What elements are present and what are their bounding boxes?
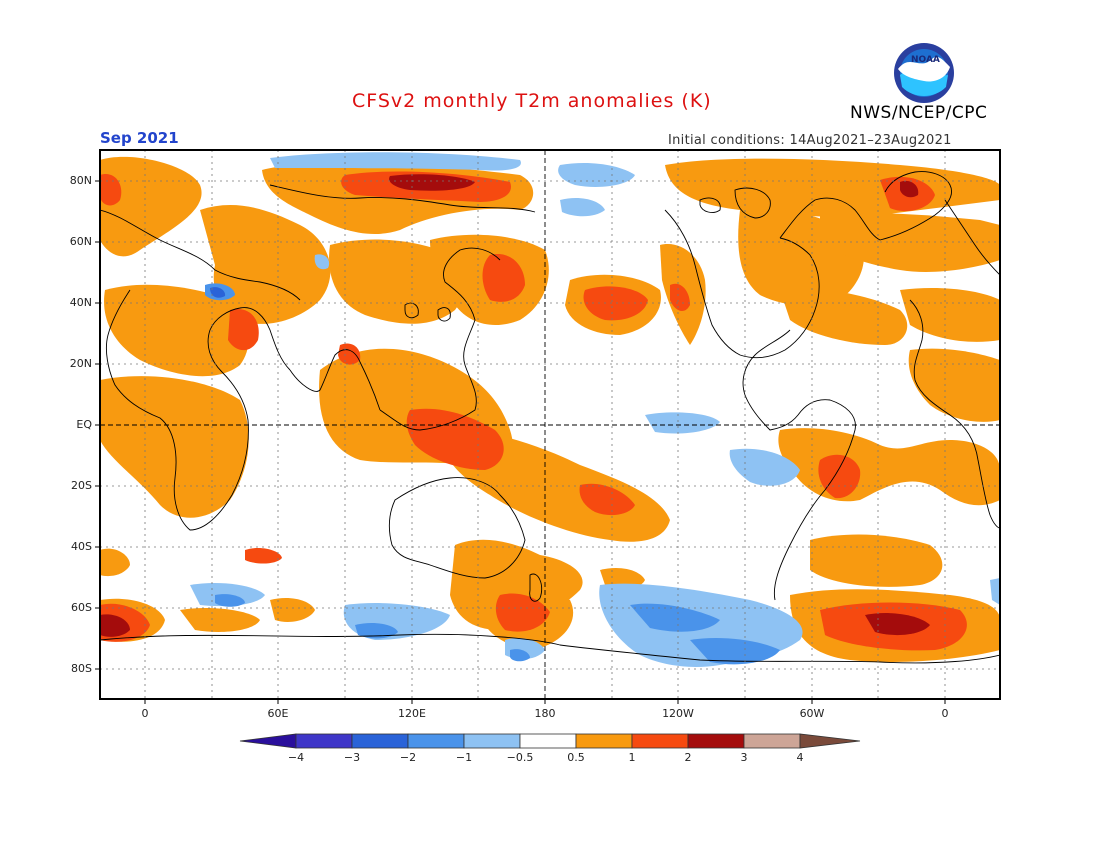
lon-label: 120W [662,707,694,720]
colorbar-tick-label: 2 [684,751,692,764]
equator-dateline [100,150,1000,699]
lon-label: 60E [267,707,289,720]
lat-lon-grid [100,150,1000,699]
colorbar-tick-label: 0.5 [567,751,585,764]
noaa-logo-text: NOAA [911,55,940,65]
colorbar-bin-05-1 [575,733,633,749]
lat-label: EQ [76,418,92,431]
lon-label: 0 [141,707,149,720]
colorbar-tick-label: −1 [455,751,473,764]
colorbar-bin-1-2 [631,733,689,749]
colorbar-bin-minus4-minus3 [295,733,353,749]
colorbar-tick-label: −0.5 [506,751,534,764]
initial-conditions: Initial conditions: 14Aug2021–23Aug2021 [668,133,952,148]
hot-anomaly-regions [100,174,930,637]
colorbar-tick-label: 1 [628,751,636,764]
forecast-month: Sep 2021 [100,129,179,147]
cold-anomaly-regions [210,287,226,298]
noaa-logo [894,43,954,103]
colorbar-bin-above-4 [799,733,861,749]
lat-label: 60N [69,235,92,248]
colorbar-bin-minus3-minus2 [351,733,409,749]
colorbar-bin-minus1-minus05 [463,733,521,749]
lat-label: 80N [69,174,92,187]
warm-anomaly-regions [100,156,1000,662]
lon-label: 120E [398,707,426,720]
colorbar-bin-2-3 [687,733,745,749]
lat-label: 40S [71,540,92,553]
lat-label: 20S [71,479,92,492]
colorbar-tick-label: 3 [740,751,748,764]
colorbar-bin-below-minus4 [239,733,297,749]
strong-cool-anomaly-regions [205,283,780,665]
lon-label: 180 [534,707,556,720]
map-title: CFSv2 monthly T2m anomalies (K) [352,90,712,112]
colorbar-tick-label: −3 [343,751,361,764]
lat-label: 80S [71,662,92,675]
lat-label: 40N [69,296,92,309]
axis-ticks [95,180,946,704]
colorbar-bin-minus2-minus1 [407,733,465,749]
colorbar-bin-3-4 [743,733,801,749]
lon-label: 60W [799,707,825,720]
organization-label: NWS/NCEP/CPC [850,103,988,123]
lat-label: 60S [71,601,92,614]
lon-label: 0 [941,707,949,720]
colorbar-tick-label: −2 [399,751,417,764]
colorbar-tick-label: −4 [287,751,305,764]
lat-label: 20N [69,357,92,370]
colorbar-bin-neutral [519,733,577,749]
coastlines [100,171,1000,664]
colorbar-tick-label: 4 [796,751,804,764]
map-panel [100,150,1000,699]
colorbar [239,733,861,749]
